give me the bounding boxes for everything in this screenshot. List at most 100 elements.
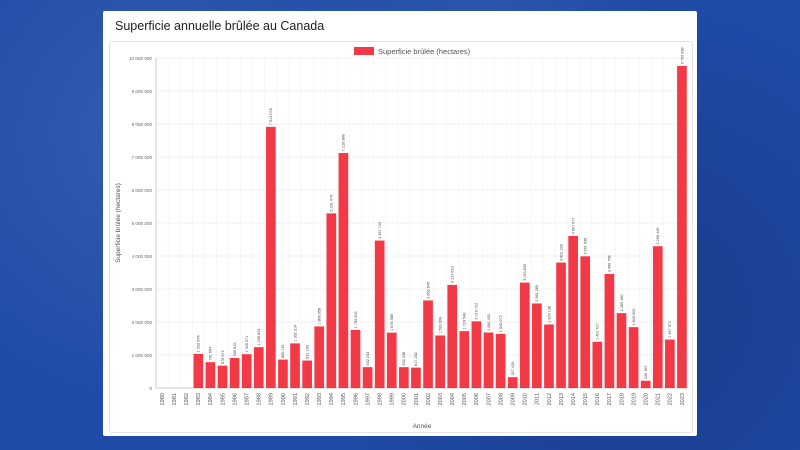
chart-panel: Superficie annuelle brûlée au Canada Sup…	[103, 11, 697, 436]
bar	[495, 333, 506, 388]
data-label: 909 615	[233, 343, 237, 357]
data-label: 4 607 677	[571, 217, 575, 234]
x-tick-label: 2022	[668, 393, 674, 405]
bar	[326, 213, 337, 388]
bar	[423, 300, 433, 388]
bar	[435, 335, 445, 388]
x-tick-label: 1982	[184, 393, 190, 405]
data-label: 2 561 289	[535, 285, 539, 302]
x-tick-label: 2010	[523, 393, 529, 405]
y-tick-label: 2 000 000	[132, 320, 153, 325]
data-label: 2 019 722	[475, 303, 479, 320]
bar	[665, 339, 675, 388]
x-tick-label: 1998	[377, 393, 383, 405]
x-tick-label: 1999	[390, 393, 396, 405]
data-label: 1 640 072	[499, 315, 503, 332]
y-tick-label: 7 000 000	[132, 155, 153, 160]
bar	[483, 332, 494, 388]
x-tick-label: 2005	[462, 393, 468, 405]
data-label: 9 759 899	[680, 47, 684, 64]
legend-label: Superficie brûlée (hectares)	[378, 47, 471, 56]
x-tick-label: 2007	[486, 393, 492, 405]
x-tick-label: 2023	[680, 393, 686, 405]
x-tick-label: 2006	[474, 393, 480, 405]
bar	[290, 343, 300, 388]
data-label: 1 590 999	[438, 317, 442, 334]
x-tick-label: 2011	[535, 393, 541, 405]
bar	[640, 380, 651, 388]
data-label: 1 681 402	[487, 314, 491, 331]
x-tick-label: 1981	[172, 393, 178, 405]
bar	[519, 282, 530, 388]
x-tick-label: 1984	[208, 393, 214, 405]
y-tick-label: 5 000 000	[132, 221, 153, 226]
x-tick-label: 2000	[402, 393, 408, 405]
bar	[399, 367, 409, 388]
x-tick-label: 2002	[426, 393, 432, 405]
x-tick-label: 1987	[244, 393, 250, 405]
data-label: 3 193 839	[523, 264, 527, 281]
bar	[411, 367, 421, 388]
data-label: 4 296 449	[656, 228, 660, 245]
bar	[580, 256, 591, 388]
data-label: 3 456 758	[608, 255, 612, 272]
bar	[447, 284, 458, 388]
data-label: 7 120 388	[342, 134, 346, 151]
x-tick-label: 2004	[450, 393, 456, 405]
y-tick-label: 9 000 000	[132, 89, 153, 94]
data-label: 781 654	[209, 347, 213, 361]
bar	[556, 262, 566, 388]
data-label: 1 866 058	[318, 308, 322, 325]
y-tick-label: 1 000 000	[132, 353, 153, 358]
data-label: 632 233	[366, 352, 370, 366]
bar	[302, 360, 312, 388]
data-label: 220 367	[644, 365, 648, 379]
bar	[568, 235, 578, 388]
bar	[374, 240, 385, 388]
legend-swatch	[354, 47, 374, 55]
x-tick-label: 2009	[510, 393, 516, 405]
data-label: 2 652 645	[426, 282, 430, 299]
y-tick-label: 6 000 000	[132, 188, 153, 193]
x-tick-label: 1994	[329, 393, 335, 405]
bar-chart: Superficie brûlée (hectares) 0 1 000 000 2 …	[115, 47, 689, 430]
x-tick-label: 1991	[293, 393, 299, 405]
bar	[677, 65, 687, 388]
bar	[314, 326, 325, 388]
chart-container: Superficie brûlée (hectares) 0 1 000 000 2 …	[109, 41, 693, 433]
y-tick-label: 3 000 000	[132, 287, 153, 292]
data-label: 1 723 548	[463, 313, 467, 330]
x-tick-label: 2019	[631, 393, 637, 405]
data-label: 1 032 976	[197, 335, 201, 352]
bar	[507, 377, 518, 388]
x-tick-label: 2013	[559, 393, 565, 405]
x-tick-label: 1993	[317, 393, 323, 405]
x-tick-label: 2001	[414, 393, 420, 405]
data-label: 5 291 479	[330, 195, 334, 212]
x-tick-label: 2017	[607, 393, 613, 405]
x-tick-label: 1996	[353, 393, 359, 405]
x-tick-label: 1989	[269, 393, 275, 405]
y-tick-label: 8 000 000	[132, 122, 153, 127]
data-label: 1 759 202	[354, 311, 358, 328]
y-tick-label: 0	[149, 386, 152, 391]
bar	[205, 362, 216, 388]
bar	[338, 153, 349, 388]
bar	[604, 273, 615, 388]
y-tick-label: 10 000 000	[129, 56, 152, 61]
bar	[616, 313, 627, 388]
bar	[459, 331, 470, 388]
data-label: 1 467 971	[668, 321, 672, 338]
x-tick-label: 1997	[365, 393, 371, 405]
x-tick-label: 2008	[498, 393, 504, 405]
data-label: 831 180	[305, 345, 309, 359]
data-label: 3 124 610	[451, 266, 455, 283]
x-tick-label: 2003	[438, 393, 444, 405]
bar	[253, 347, 264, 388]
data-label: 1 401 427	[596, 323, 600, 340]
y-tick-label: 4 000 000	[132, 254, 153, 259]
data-label: 3 801 220	[559, 244, 563, 261]
data-label: 860 161	[281, 344, 285, 358]
data-label: 2 269 180	[620, 295, 624, 312]
x-tick-label: 1980	[160, 393, 166, 405]
